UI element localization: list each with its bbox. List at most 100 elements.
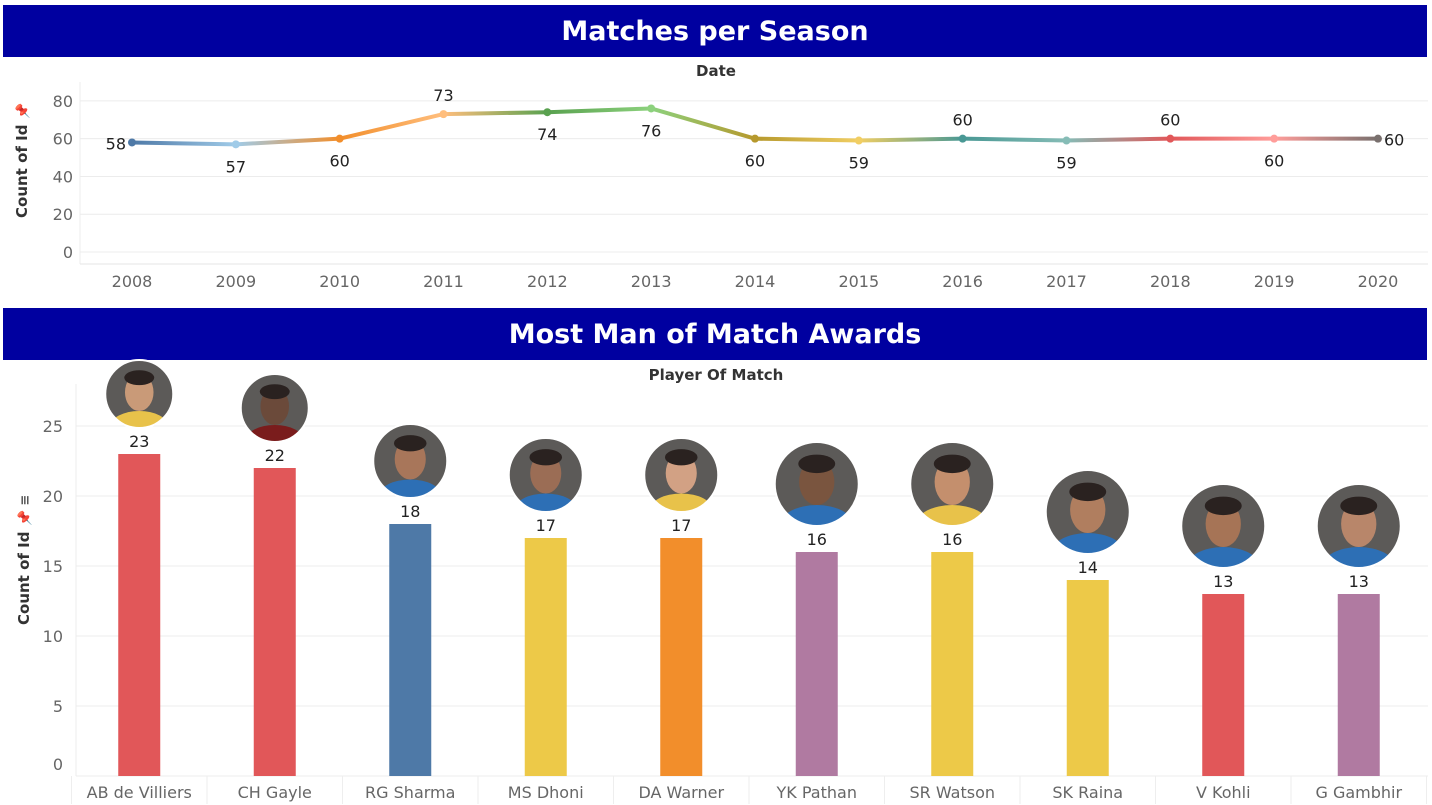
line-chart-data-label: 60 [1160, 111, 1180, 130]
line-chart-data-label: 59 [849, 154, 869, 173]
bar-x-tick: DA Warner [638, 783, 724, 802]
line-chart-point [439, 110, 448, 119]
line-chart-point [958, 134, 967, 143]
bar-data-label: 17 [536, 516, 556, 535]
bar [931, 552, 974, 776]
player-avatar [773, 441, 860, 527]
line-chart-x-tick: 2017 [1046, 272, 1087, 291]
line-chart-y-tick: 60 [53, 130, 73, 149]
line-chart-segment [752, 136, 861, 143]
bar-chart-x-title: Player Of Match [648, 366, 784, 384]
line-chart-y-tick: 40 [53, 167, 73, 186]
player-avatar [239, 373, 310, 443]
line-chart-data-label: 60 [952, 111, 972, 130]
bar-data-label: 22 [265, 446, 285, 465]
line-chart-point [647, 104, 656, 113]
bar-data-label: 18 [400, 502, 420, 521]
line-chart-data-label: 73 [433, 86, 453, 105]
line-chart-segment [1064, 136, 1173, 143]
line-chart-x-tick: 2011 [423, 272, 464, 291]
line-chart-data-label: 60 [1384, 131, 1404, 150]
line-chart-data-label: 60 [1264, 152, 1284, 171]
line-chart-y-tick: 80 [53, 92, 73, 111]
bar [253, 468, 296, 776]
line-chart-point [1373, 134, 1382, 143]
player-avatar [909, 441, 996, 527]
bar-x-tick: YK Pathan [776, 783, 857, 802]
bar-data-label: 13 [1213, 572, 1233, 591]
line-chart-y-tick: 0 [63, 243, 73, 262]
line-chart-point [128, 138, 136, 147]
line-chart-segment [856, 136, 965, 143]
line-chart-point [1270, 134, 1279, 143]
bar-data-label: 14 [1078, 558, 1098, 577]
line-chart-data-label: 74 [537, 125, 557, 144]
bar-x-tick: SR Watson [910, 783, 996, 802]
bar-chart-banner: Most Man of Match Awards [3, 308, 1427, 360]
line-chart-x-tick: 2013 [631, 272, 672, 291]
bar-chart-y-tick: 5 [53, 697, 63, 716]
line-chart-y-tick: 20 [53, 205, 73, 224]
line-chart-x-tick: 2008 [112, 272, 153, 291]
player-avatar [1044, 469, 1131, 555]
line-chart-data-label: 76 [641, 121, 661, 140]
bar-chart-y-tick: 20 [43, 487, 63, 506]
line-chart-point [1166, 134, 1175, 143]
line-chart-point [543, 108, 552, 117]
line-chart-point [231, 140, 240, 149]
bar-x-tick: MS Dhoni [508, 783, 584, 802]
player-avatar [507, 437, 584, 513]
line-chart-data-label: 59 [1056, 154, 1076, 173]
line-chart-segment [441, 110, 550, 117]
line-chart-x-tick: 2010 [319, 272, 360, 291]
line-chart-point [854, 136, 863, 145]
line-chart-segment [233, 136, 342, 147]
bar-x-tick: AB de Villiers [87, 783, 192, 802]
line-chart-x-tick: 2018 [1150, 272, 1191, 291]
line-chart-banner: Matches per Season [3, 5, 1427, 57]
line-chart-point [1062, 136, 1071, 145]
line-chart-segment [337, 112, 446, 141]
bar [389, 524, 432, 776]
line-chart-point [335, 134, 344, 143]
line-chart-x-tick: 2015 [838, 272, 879, 291]
line-chart-title: Matches per Season [561, 15, 869, 47]
bar-chart-y-tick: 15 [43, 557, 63, 576]
bar-x-tick: CH Gayle [238, 783, 312, 802]
line-chart-data-label: 58 [106, 134, 126, 153]
line-chart-data-label: 57 [226, 157, 246, 176]
bar-chart-title: Most Man of Match Awards [508, 318, 922, 350]
bar-chart-y-tick: 25 [43, 417, 63, 436]
bar-data-label: 17 [671, 516, 691, 535]
player-avatar [372, 423, 449, 499]
bar [1337, 594, 1380, 776]
line-chart: 0 20 40 60 80 58 2008 57 2009 60 2010 73 2011 74 2012 7… [53, 82, 1428, 291]
bar-data-label: 23 [129, 432, 149, 451]
bar-x-tick: SK Raina [1052, 783, 1123, 802]
line-chart-point [750, 134, 759, 143]
line-chart-data-label: 60 [745, 152, 765, 171]
line-chart-x-tick: 2009 [215, 272, 256, 291]
line-chart-data-label: 60 [329, 152, 349, 171]
bar-chart-y-tick: 0 [53, 755, 63, 774]
line-chart-x-tick: 2012 [527, 272, 568, 291]
bar [1066, 580, 1109, 776]
bar-data-label: 16 [807, 530, 827, 549]
line-chart-segment [130, 140, 238, 147]
bar-data-label: 13 [1349, 572, 1369, 591]
line-chart-x-tick: 2020 [1358, 272, 1399, 291]
bar-x-tick: RG Sharma [365, 783, 455, 802]
line-chart-segment [960, 136, 1069, 143]
player-avatar [1180, 483, 1267, 569]
line-chart-x-tick: 2019 [1254, 272, 1295, 291]
bar [660, 538, 703, 776]
line-chart-segment [649, 106, 757, 141]
bar [118, 454, 161, 776]
player-avatar [643, 437, 720, 513]
bar [524, 538, 567, 776]
bar [795, 552, 838, 776]
line-chart-x-tick: 2016 [942, 272, 983, 291]
bar-x-tick: V Kohli [1196, 783, 1251, 802]
line-chart-x-tick: 2014 [735, 272, 776, 291]
